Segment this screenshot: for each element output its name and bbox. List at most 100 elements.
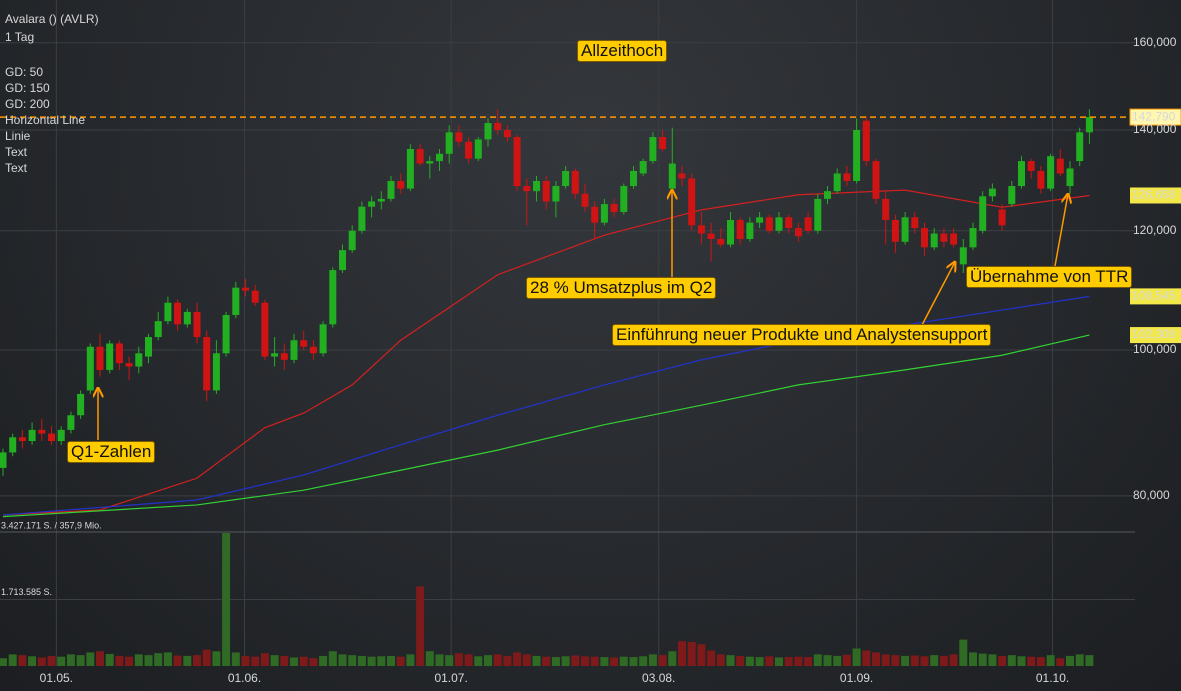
volume-bar	[338, 654, 347, 666]
volume-bar	[910, 655, 919, 666]
candle-body	[183, 311, 191, 325]
volume-bar	[396, 656, 405, 666]
candle-body	[736, 219, 744, 240]
candle-body	[406, 148, 414, 189]
candle-body	[814, 198, 822, 231]
candle-body	[969, 228, 977, 248]
volume-bar	[435, 654, 444, 666]
volume-bar	[464, 654, 473, 666]
volume-bar	[639, 656, 648, 666]
candle-body	[600, 204, 608, 223]
candle-body	[1037, 170, 1045, 189]
candle-body	[610, 204, 618, 212]
value-label: 126,658	[1132, 188, 1176, 202]
candle-body	[678, 173, 686, 179]
volume-bar	[115, 655, 124, 666]
value-label-box	[1130, 288, 1181, 305]
volume-bar	[134, 654, 143, 666]
candle-body	[106, 343, 114, 370]
volume-bar	[163, 652, 172, 666]
candle-body	[494, 123, 502, 131]
y-tick-label: 80,000	[1133, 488, 1170, 502]
candle-body	[862, 120, 870, 162]
x-tick-label: 03.08.	[642, 671, 675, 685]
volume-bar	[474, 656, 483, 666]
candle-body	[824, 191, 831, 199]
volume-bar	[66, 654, 75, 666]
candle-body	[28, 429, 36, 442]
candle-body	[1076, 132, 1084, 162]
candle-body	[57, 429, 65, 442]
candle-body	[135, 353, 143, 367]
candle-body	[562, 170, 570, 187]
candle-body	[998, 209, 1006, 226]
candle-body	[688, 178, 696, 226]
volume-bar	[697, 644, 706, 666]
volume-bar	[76, 655, 85, 666]
candle-body	[1018, 161, 1025, 187]
volume-bar	[901, 655, 910, 666]
volume-bar	[299, 656, 308, 666]
moving-average-line	[2, 189, 1090, 516]
candle-body	[474, 139, 482, 159]
volume-bar	[416, 586, 425, 666]
candle-body	[639, 161, 647, 174]
volume-bar	[86, 652, 95, 666]
candle-body	[940, 233, 948, 242]
volume-bar	[1066, 655, 1074, 666]
volume-bar	[309, 658, 318, 666]
volume-bar	[745, 656, 754, 666]
candle-body	[67, 415, 75, 430]
volume-bar	[648, 654, 657, 666]
volume-bar	[571, 655, 580, 666]
y-tick-label: 140,000	[1133, 122, 1177, 136]
volume-bar	[581, 656, 589, 666]
candle-body	[950, 233, 958, 245]
chart-title: Avalara () (AVLR)	[5, 12, 99, 26]
candle-body	[785, 217, 793, 229]
volume-bar	[387, 655, 395, 666]
candle-body	[921, 228, 928, 248]
candle-body	[358, 206, 366, 231]
volume-bar	[610, 657, 619, 666]
volume-bar	[561, 656, 570, 666]
annotation: 28 % Umsatzplus im Q2	[526, 277, 717, 299]
candle-body	[552, 186, 560, 202]
candle-body	[959, 247, 967, 265]
volume-bar	[619, 656, 628, 666]
legend-entry: GD: 200	[5, 97, 50, 111]
volume-bar	[668, 651, 677, 666]
candle-body	[542, 180, 550, 202]
candle-body	[387, 180, 395, 199]
moving-average-line	[2, 295, 1090, 516]
annotation: Einführung neuer Produkte und Analystens…	[612, 324, 992, 346]
volume-bar	[1046, 655, 1055, 666]
volume-bar	[930, 655, 939, 666]
candle-body	[484, 123, 492, 140]
candle-body	[833, 173, 841, 192]
volume-bar	[484, 655, 492, 666]
volume-bar	[231, 652, 240, 666]
x-tick-label: 01.05.	[40, 671, 73, 685]
candle-body	[339, 250, 346, 271]
candle-body	[368, 201, 376, 207]
x-tick-label: 01.07.	[434, 671, 467, 685]
volume-bar	[57, 656, 66, 666]
candle-body	[86, 346, 94, 391]
volume-bar	[183, 655, 192, 666]
candle-body	[145, 337, 152, 357]
arrow	[921, 262, 955, 326]
candle-body	[1056, 158, 1064, 174]
candle-body	[775, 217, 783, 231]
candle-body	[251, 290, 259, 303]
candle-body	[882, 198, 890, 220]
candle-body	[377, 198, 385, 202]
volume-bar	[1056, 658, 1065, 666]
volume-bar	[891, 655, 900, 666]
value-label: 142,790	[1132, 109, 1176, 123]
candle-body	[9, 437, 17, 453]
y-tick-label: 160,000	[1133, 35, 1177, 49]
volume-bar	[1007, 655, 1016, 666]
candle-body	[756, 217, 764, 223]
